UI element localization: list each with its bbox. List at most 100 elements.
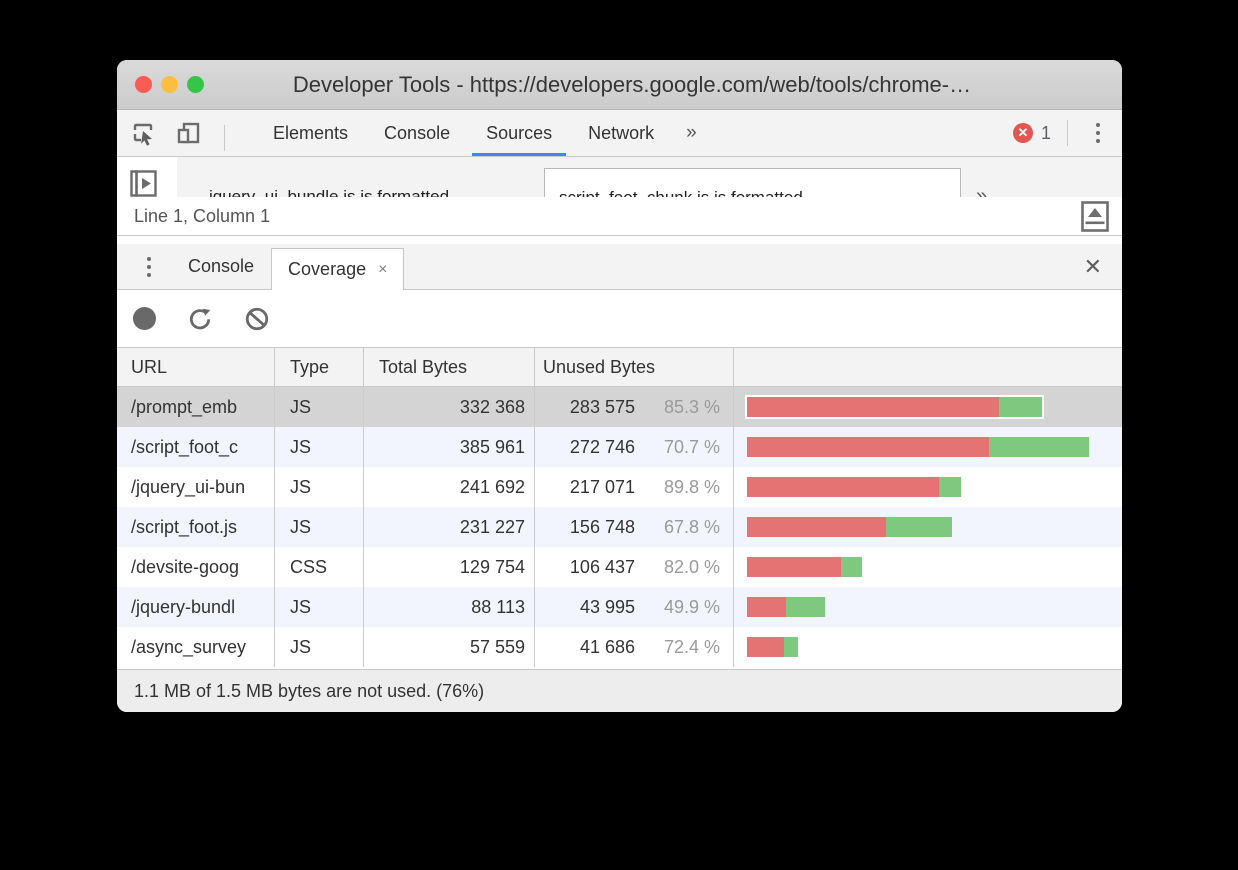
toolbar-divider <box>1067 120 1068 146</box>
column-header-unused[interactable]: Unused Bytes <box>535 348 734 386</box>
minimize-window-button[interactable] <box>161 76 178 93</box>
drawer-kebab-menu-icon[interactable] <box>139 251 159 283</box>
source-tab-label-right: script_foot_chunk.js is formatted <box>559 188 803 197</box>
used-bar-segment <box>999 397 1042 417</box>
unused-percent: 85.3 % <box>663 396 720 417</box>
drawer-tabbar: Console Coverage × ✕ <box>117 244 1122 290</box>
unused-bar-segment <box>747 517 886 537</box>
window-title: Developer Tools - https://developers.goo… <box>292 71 972 97</box>
used-bar-segment <box>841 557 862 577</box>
toolbar-left-group <box>117 110 231 156</box>
cell-usage-bar <box>734 427 1122 467</box>
footer-gap <box>117 667 1122 669</box>
unused-bar-segment <box>747 437 989 457</box>
column-header-url[interactable]: URL <box>117 348 275 386</box>
table-row[interactable]: /async_survey JS 57 559 41 686 72.4 % <box>117 627 1122 667</box>
cell-type: JS <box>275 427 364 467</box>
cell-unused-bytes: 217 071 89.8 % <box>535 467 734 507</box>
cell-url: /prompt_emb <box>117 387 275 427</box>
used-bar-segment <box>886 517 952 537</box>
unused-percent: 82.0 % <box>663 556 720 577</box>
cell-total-bytes: 88 113 <box>364 587 535 627</box>
drawer-gap <box>117 236 1122 244</box>
devtools-window: Developer Tools - https://developers.goo… <box>117 60 1122 712</box>
cell-total-bytes: 385 961 <box>364 427 535 467</box>
coverage-summary-text: 1.1 MB of 1.5 MB bytes are not used. (76… <box>134 680 485 701</box>
navigator-area <box>117 157 177 197</box>
cell-usage-bar <box>734 467 1122 507</box>
cell-usage-bar <box>734 387 1122 427</box>
cell-type: JS <box>275 507 364 547</box>
cell-url: /devsite-goog <box>117 547 275 587</box>
close-coverage-tab-icon[interactable]: × <box>378 260 388 278</box>
coverage-toolbar <box>117 290 1122 347</box>
toolbar-divider <box>224 125 225 151</box>
more-panels-icon[interactable]: » <box>686 122 697 143</box>
drawer-tab-console[interactable]: Console <box>188 256 255 276</box>
unused-bar-segment <box>747 557 841 577</box>
drawer-tab-coverage[interactable]: Coverage × <box>271 248 405 290</box>
tab-console[interactable]: Console <box>384 122 451 143</box>
source-tab-label-left[interactable]: jquery_ui_bundle.js is formatted <box>209 187 450 197</box>
more-source-tabs-icon[interactable]: » <box>976 185 988 197</box>
cell-type: JS <box>275 587 364 627</box>
error-circle-icon[interactable]: ✕ <box>1012 123 1033 143</box>
used-bar-segment <box>939 477 961 497</box>
show-navigator-icon[interactable] <box>130 170 157 197</box>
close-window-button[interactable] <box>135 76 152 93</box>
unused-percent: 67.8 % <box>663 516 720 537</box>
cell-type: CSS <box>275 547 364 587</box>
column-header-total[interactable]: Total Bytes <box>364 348 535 386</box>
cursor-position-text: Line 1, Column 1 <box>134 205 271 226</box>
table-row[interactable]: /devsite-goog CSS 129 754 106 437 82.0 % <box>117 547 1122 587</box>
table-row[interactable]: /jquery_ui-bun JS 241 692 217 071 89.8 % <box>117 467 1122 507</box>
used-bar-segment <box>786 597 825 617</box>
window-titlebar: Developer Tools - https://developers.goo… <box>117 60 1122 110</box>
inspect-cursor-icon[interactable] <box>130 120 156 146</box>
column-header-type[interactable]: Type <box>275 348 364 386</box>
cell-type: JS <box>275 627 364 667</box>
cell-total-bytes: 332 368 <box>364 387 535 427</box>
record-coverage-icon[interactable] <box>133 307 156 330</box>
table-row[interactable]: /prompt_emb JS 332 368 283 575 85.3 % <box>117 387 1122 427</box>
panel-tabs: Elements Console Sources Network » <box>255 110 711 156</box>
column-header-bar <box>734 348 1122 386</box>
tab-elements[interactable]: Elements <box>273 122 349 143</box>
cell-total-bytes: 57 559 <box>364 627 535 667</box>
cell-usage-bar <box>734 547 1122 587</box>
used-bar-segment <box>989 437 1089 457</box>
close-drawer-icon[interactable]: ✕ <box>1083 253 1102 279</box>
cell-url: /jquery-bundl <box>117 587 275 627</box>
devtools-main-toolbar: Elements Console Sources Network » ✕ 1 <box>117 110 1122 157</box>
unused-percent: 72.4 % <box>663 636 720 657</box>
cell-total-bytes: 241 692 <box>364 467 535 507</box>
editor-status-bar: Line 1, Column 1 <box>117 197 1122 236</box>
cell-total-bytes: 231 227 <box>364 507 535 547</box>
table-row[interactable]: /script_foot.js JS 231 227 156 748 67.8 … <box>117 507 1122 547</box>
table-row[interactable]: /script_foot_c JS 385 961 272 746 70.7 % <box>117 427 1122 467</box>
source-tab-selected[interactable]: script_foot_chunk.js is formatted <box>544 168 961 197</box>
cell-url: /jquery_ui-bun <box>117 467 275 507</box>
expand-drawer-icon[interactable] <box>1081 200 1109 232</box>
zoom-window-button[interactable] <box>187 76 204 93</box>
cell-unused-bytes: 41 686 72.4 % <box>535 627 734 667</box>
unused-bar-segment <box>747 397 999 417</box>
unused-percent: 49.9 % <box>663 596 720 617</box>
cell-unused-bytes: 43 995 49.9 % <box>535 587 734 627</box>
block-clear-icon[interactable] <box>244 306 270 332</box>
unused-bar-segment <box>747 477 939 497</box>
cell-usage-bar <box>734 507 1122 547</box>
reload-icon[interactable] <box>187 306 213 332</box>
device-toolbar-icon[interactable] <box>176 120 202 146</box>
cell-unused-bytes: 283 575 85.3 % <box>535 387 734 427</box>
cell-unused-bytes: 106 437 82.0 % <box>535 547 734 587</box>
usage-bar <box>747 557 862 577</box>
error-count[interactable]: 1 <box>1040 122 1051 143</box>
kebab-menu-icon[interactable] <box>1088 117 1108 149</box>
usage-bar <box>747 477 961 497</box>
tab-network[interactable]: Network <box>588 122 655 143</box>
usage-bar <box>747 437 1089 457</box>
tab-sources[interactable]: Sources <box>468 110 570 156</box>
coverage-table-header: URL Type Total Bytes Unused Bytes <box>117 347 1122 387</box>
table-row[interactable]: /jquery-bundl JS 88 113 43 995 49.9 % <box>117 587 1122 627</box>
